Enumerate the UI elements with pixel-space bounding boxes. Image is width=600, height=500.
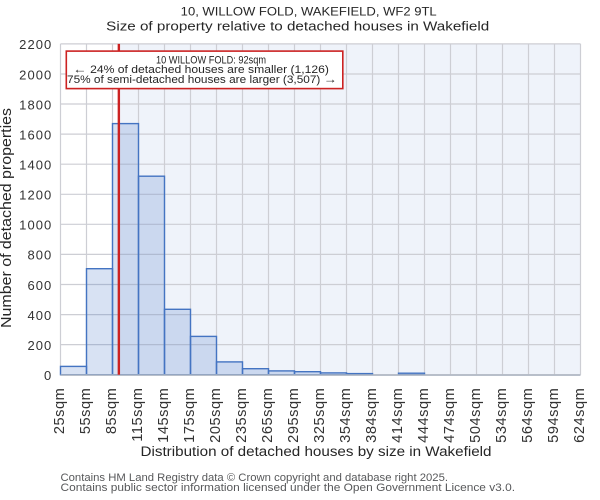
svg-text:Number of detached properties: Number of detached properties <box>0 108 15 328</box>
svg-text:1600: 1600 <box>19 127 52 142</box>
svg-text:1400: 1400 <box>19 158 52 173</box>
svg-text:800: 800 <box>27 248 52 263</box>
svg-text:474sqm: 474sqm <box>442 388 458 443</box>
svg-text:384sqm: 384sqm <box>364 388 380 443</box>
svg-text:75% of semi-detached houses ar: 75% of semi-detached houses are larger (… <box>67 72 337 86</box>
svg-text:55sqm: 55sqm <box>78 388 94 435</box>
svg-text:Contains HM Land Registry data: Contains HM Land Registry data © Crown c… <box>61 472 448 484</box>
svg-text:354sqm: 354sqm <box>338 388 354 443</box>
svg-text:400: 400 <box>27 308 52 323</box>
svg-text:10, WILLOW FOLD, WAKEFIELD, WF: 10, WILLOW FOLD, WAKEFIELD, WF2 9TL <box>181 5 437 19</box>
svg-text:Size of property relative to d: Size of property relative to detached ho… <box>106 19 489 34</box>
svg-text:205sqm: 205sqm <box>208 388 224 443</box>
svg-text:1000: 1000 <box>19 218 52 233</box>
svg-text:200: 200 <box>27 338 52 353</box>
svg-text:624sqm: 624sqm <box>572 388 588 443</box>
svg-text:325sqm: 325sqm <box>312 388 328 443</box>
svg-text:0: 0 <box>44 368 52 383</box>
svg-text:25sqm: 25sqm <box>52 388 68 435</box>
svg-text:414sqm: 414sqm <box>390 388 406 443</box>
svg-text:564sqm: 564sqm <box>520 388 536 443</box>
svg-text:444sqm: 444sqm <box>416 388 432 443</box>
svg-text:145sqm: 145sqm <box>156 388 172 443</box>
svg-text:← 24% of detached houses are s: ← 24% of detached houses are smaller (1,… <box>73 62 329 76</box>
svg-text:Distribution of detached house: Distribution of detached houses by size … <box>141 444 492 459</box>
svg-text:2200: 2200 <box>19 37 52 52</box>
svg-text:534sqm: 534sqm <box>494 388 510 443</box>
svg-text:504sqm: 504sqm <box>468 388 484 443</box>
svg-text:175sqm: 175sqm <box>182 388 198 443</box>
svg-text:600: 600 <box>27 278 52 293</box>
svg-text:2000: 2000 <box>19 67 52 82</box>
svg-text:235sqm: 235sqm <box>234 388 250 443</box>
svg-text:594sqm: 594sqm <box>546 388 562 443</box>
svg-text:1800: 1800 <box>19 97 52 112</box>
svg-text:115sqm: 115sqm <box>130 388 146 442</box>
svg-text:1200: 1200 <box>19 188 52 203</box>
svg-text:Contains public sector informa: Contains public sector information licen… <box>61 482 516 494</box>
svg-text:265sqm: 265sqm <box>260 388 276 443</box>
svg-text:10 WILLOW FOLD: 92sqm: 10 WILLOW FOLD: 92sqm <box>156 54 266 66</box>
svg-text:295sqm: 295sqm <box>286 388 302 443</box>
svg-text:85sqm: 85sqm <box>104 388 120 435</box>
